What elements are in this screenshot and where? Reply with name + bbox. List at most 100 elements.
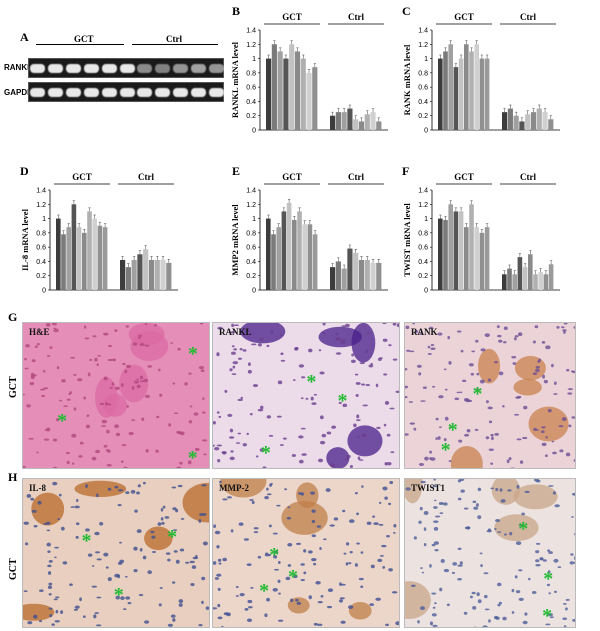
nucleus [250, 343, 257, 346]
nucleus [535, 550, 540, 554]
nucleus [83, 396, 86, 400]
nucleus [216, 444, 223, 447]
nucleus [554, 590, 557, 594]
y-tick-label: 0 [424, 128, 428, 135]
nucleus [172, 618, 176, 622]
y-tick-label: 0 [252, 288, 256, 295]
y-axis-label: MMP2 mRNA level [230, 204, 240, 276]
bar [335, 261, 341, 290]
nucleus [388, 568, 393, 572]
nucleus [562, 602, 567, 605]
nucleus [377, 558, 383, 563]
wb-band-rankl [30, 64, 46, 73]
nucleus [311, 558, 317, 562]
nucleus [106, 463, 112, 467]
nucleus [514, 575, 518, 579]
histology-panel-rank: RANK * * * [404, 322, 576, 469]
asterisk-marker: * [472, 382, 483, 405]
nucleus [355, 419, 361, 422]
nucleus [188, 372, 192, 375]
y-axis-label: RANK mRNA level [402, 44, 412, 115]
nucleus [382, 323, 387, 325]
nucleus [463, 611, 468, 615]
nucleus [272, 588, 278, 592]
nucleus [160, 517, 164, 521]
nucleus [132, 342, 138, 346]
nucleus [474, 428, 479, 431]
nucleus [247, 599, 253, 604]
nucleus [120, 383, 124, 387]
nucleus [298, 364, 305, 368]
nucleus [56, 366, 60, 370]
nucleus [444, 388, 448, 391]
nucleus [479, 552, 483, 555]
nucleus [432, 385, 436, 388]
nucleus [458, 439, 463, 443]
nucleus [541, 341, 546, 344]
bar [148, 260, 155, 290]
nucleus [54, 546, 59, 549]
nucleus [361, 485, 364, 488]
nucleus [383, 373, 388, 376]
nucleus [366, 332, 371, 335]
nucleus [386, 535, 390, 538]
wb-band-rankl [101, 64, 117, 73]
histology-label: IL-8 [29, 483, 47, 493]
nucleus [114, 573, 120, 578]
nucleus [93, 614, 97, 619]
bar [154, 260, 160, 290]
nucleus [381, 544, 387, 548]
nucleus [490, 462, 494, 465]
nucleus [461, 379, 467, 383]
bar [82, 232, 87, 290]
nucleus [290, 598, 294, 603]
nucleus [448, 460, 452, 463]
nucleus [528, 577, 531, 581]
wb-band-rankl [48, 64, 64, 73]
chart-d-svg: 0 0.2 0.4 0.6 0.8 1 1.2 1.4 IL-8 mRNA level GCT Ct… [20, 172, 178, 295]
nucleus [431, 613, 437, 617]
stained-cell [119, 364, 149, 403]
bar [166, 262, 172, 290]
y-tick-label: 0.2 [246, 113, 256, 120]
nucleus [431, 592, 437, 595]
nucleus [101, 425, 107, 427]
nucleus [45, 323, 51, 327]
bar [286, 202, 292, 290]
nucleus [248, 606, 253, 609]
nucleus [448, 426, 452, 429]
stained-cell [318, 326, 362, 348]
nucleus [185, 561, 190, 564]
nucleus [107, 358, 113, 362]
nucleus [522, 620, 528, 625]
nucleus [386, 461, 392, 466]
nucleus [296, 601, 302, 605]
nucleus [170, 614, 176, 618]
nucleus [557, 566, 562, 569]
wb-band-rankl [83, 64, 99, 73]
nucleus [231, 345, 235, 348]
nucleus [423, 527, 427, 532]
bar [143, 249, 149, 290]
nucleus [356, 414, 360, 419]
nucleus [423, 510, 429, 515]
nucleus [278, 592, 281, 595]
bar [330, 115, 336, 130]
nucleus [427, 345, 431, 349]
nucleus [360, 383, 366, 386]
nucleus [393, 523, 397, 528]
nucleus [199, 513, 204, 516]
y-tick-label: 0 [424, 288, 428, 295]
stained-cell [528, 406, 569, 442]
bar [469, 51, 474, 130]
nucleus [434, 548, 439, 552]
nucleus [443, 368, 447, 371]
nucleus [429, 621, 434, 626]
nucleus [171, 581, 176, 584]
nucleus [349, 519, 355, 523]
bar [137, 254, 143, 290]
nucleus [465, 398, 471, 403]
nucleus [114, 485, 119, 489]
nucleus [230, 331, 236, 334]
nucleus [392, 532, 396, 534]
